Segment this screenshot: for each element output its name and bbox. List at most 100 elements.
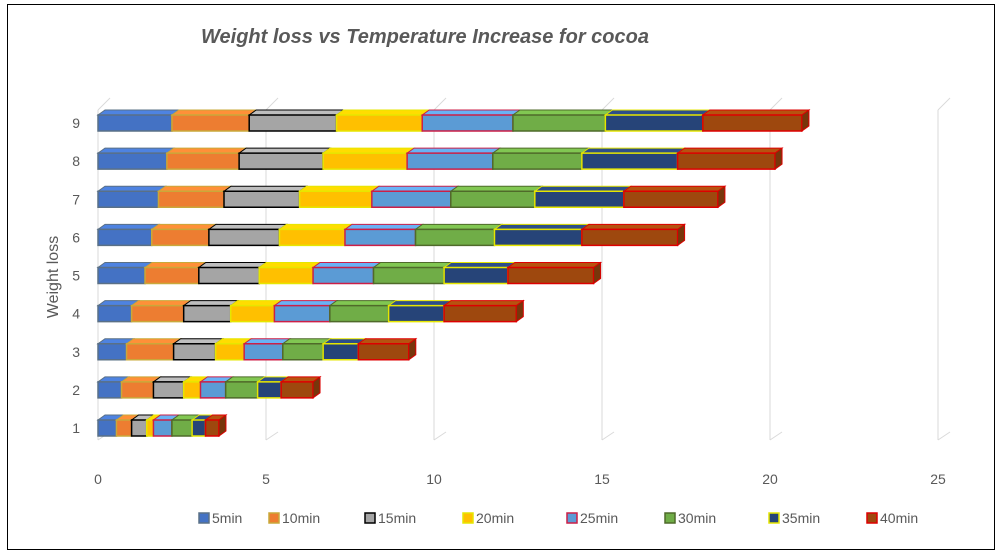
bar-front-face [421, 114, 514, 132]
bar-segment-20min [298, 185, 381, 208]
bar-segment-5min [96, 262, 154, 285]
legend-label: 20min [476, 510, 514, 526]
bar-segment-40min [442, 299, 525, 323]
bar-side-face [515, 299, 524, 323]
y-tick-label: 7 [72, 191, 80, 207]
x-tick-label: 25 [930, 471, 946, 487]
bar-segment-35min [603, 109, 712, 132]
bar-front-face [534, 190, 625, 208]
bar-front-face [322, 343, 360, 361]
bar-front-face [199, 381, 227, 399]
bar-front-face [278, 228, 346, 247]
legend-item-15min: 15min [364, 510, 416, 526]
bar-segment-15min [182, 300, 240, 323]
gridline-top [601, 97, 615, 111]
legend-label: 5min [212, 510, 242, 526]
bar-segment-40min [279, 375, 322, 399]
y-tick-labels: 1 2 3 4 5 6 7 8 9 [72, 115, 80, 436]
x-tick-label: 5 [262, 471, 270, 487]
bar-segment-15min [207, 223, 289, 247]
bar-front-face [414, 228, 496, 247]
bar-side-face [218, 414, 227, 437]
bar-front-face [238, 152, 324, 170]
bar-segment-10min [170, 109, 258, 132]
bar-front-face [97, 304, 133, 323]
bar-segment-35min [533, 185, 633, 208]
bar-front-face [171, 114, 250, 132]
legend-swatch [664, 512, 676, 524]
bar-front-face [115, 419, 133, 437]
bar-front-face [182, 304, 232, 323]
bar-front-face [171, 419, 193, 437]
bar-front-face [125, 343, 175, 361]
bar-front-face [97, 190, 160, 208]
bar-segment-35min [492, 223, 591, 247]
gridline-top [433, 97, 447, 111]
bar-front-face [243, 343, 284, 361]
bar-front-face [166, 152, 240, 170]
bar-segment-30min [371, 262, 453, 285]
bar-segment-20min [321, 147, 416, 170]
bar-front-face [371, 190, 452, 208]
bar-segment-10min [124, 338, 183, 361]
x-tick-label: 10 [426, 471, 442, 487]
bar-segment-5min [96, 109, 181, 132]
bar-side-face [677, 223, 686, 247]
bar-segment-25min [370, 185, 460, 208]
y-tick-label: 8 [72, 153, 80, 169]
y-tick-label: 5 [72, 268, 80, 284]
bar-front-face [273, 304, 331, 323]
legend-item-30min: 30min [664, 510, 716, 526]
bar-front-face [702, 114, 803, 132]
y-tick-label: 1 [72, 420, 80, 436]
bar-segment-5min [96, 185, 168, 208]
bar-front-face [152, 419, 173, 437]
x-tick-label: 15 [594, 471, 610, 487]
bar-segment-30min [449, 185, 544, 208]
bar-front-face [581, 152, 679, 170]
bar-front-face [492, 152, 583, 170]
bar-front-face [406, 152, 494, 170]
bar-front-face [97, 114, 173, 132]
bar-front-face [97, 228, 153, 247]
bar-segment-15min [222, 185, 309, 208]
bar-front-face [450, 190, 536, 208]
gridline-top [937, 97, 951, 111]
legend: 5min 10min 15min 20min 25min 30min 35min 40min [198, 510, 918, 526]
bar-front-face [357, 343, 410, 361]
bar-front-face [144, 266, 200, 285]
bar-front-face [322, 152, 408, 170]
bars [96, 109, 811, 437]
gridline-bottom [265, 431, 279, 441]
bar-segment-10min [156, 185, 233, 208]
bar-segment-30min [224, 376, 267, 399]
legend-label: 35min [782, 510, 820, 526]
bar-front-face [97, 381, 123, 399]
legend-swatch [566, 512, 578, 524]
bar-segment-15min [237, 147, 332, 170]
bar-segment-20min [257, 262, 322, 285]
bar-front-face [130, 419, 148, 437]
bar-front-face [344, 228, 417, 247]
bar-segment-25min [405, 147, 502, 170]
bar-segment-35min [580, 147, 687, 170]
x-tick-labels: 0 5 10 15 20 25 [94, 471, 946, 487]
bar-front-face [152, 381, 185, 399]
bar-segment-15min [247, 109, 346, 132]
bar-segment-30min [511, 109, 614, 132]
bar-segment-40min [622, 185, 727, 209]
bar-segment-5min [96, 223, 161, 247]
bar-front-face [623, 190, 719, 208]
bar-front-face [191, 419, 207, 437]
bar-front-face [97, 152, 168, 170]
legend-item-35min: 35min [768, 510, 820, 526]
y-axis-label: Weight loss [45, 236, 62, 318]
bar-segment-10min [130, 300, 193, 323]
x-tick-label: 20 [762, 471, 778, 487]
bar-segment-40min [676, 147, 784, 171]
legend-swatch [866, 512, 878, 524]
bar-front-face [208, 228, 281, 247]
bar-segment-10min [150, 223, 218, 247]
bar-front-face [198, 266, 261, 285]
